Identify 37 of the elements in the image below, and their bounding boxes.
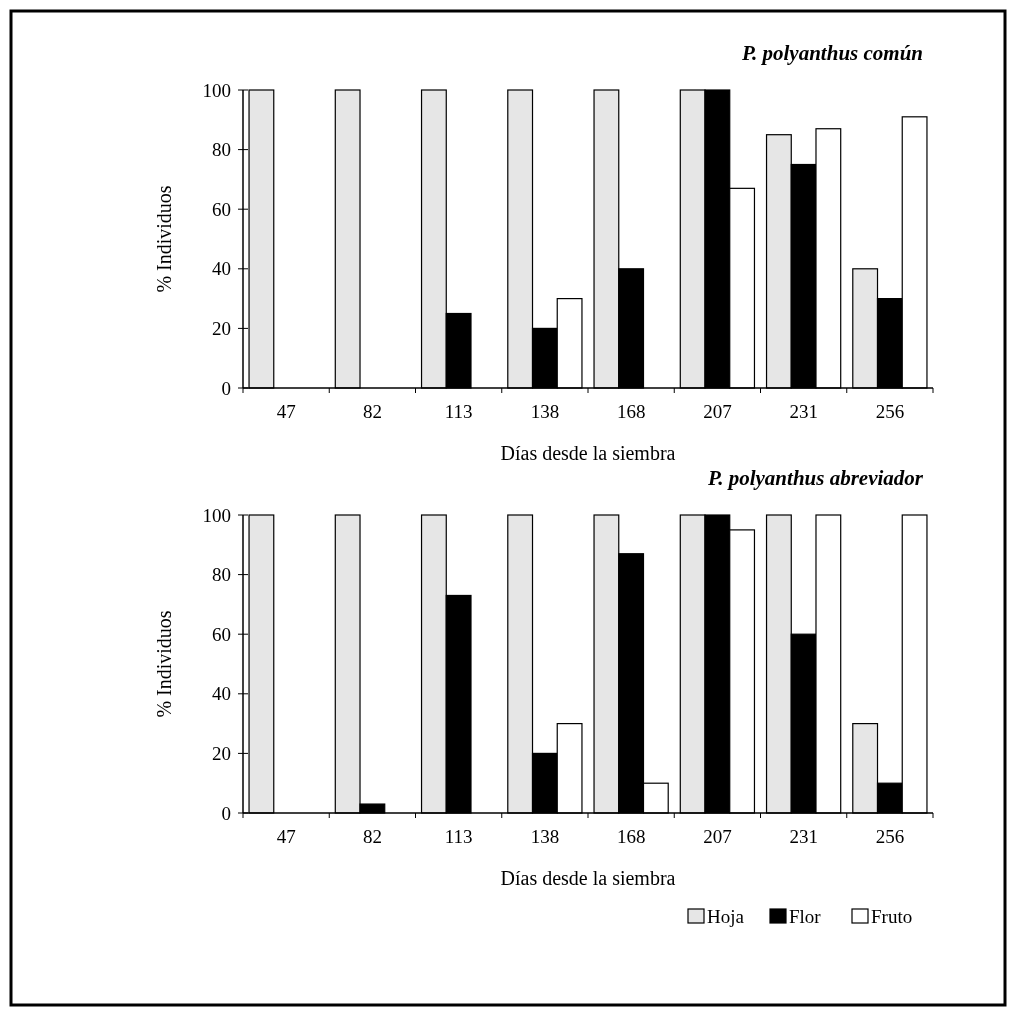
chart-title: P. polyanthus común [740, 41, 923, 65]
legend-label: Fruto [871, 906, 913, 927]
x-tick-label: 113 [444, 401, 473, 422]
x-tick-label: 138 [530, 401, 560, 422]
y-tick-label: 0 [221, 377, 231, 399]
y-tick-label: 100 [202, 79, 231, 101]
x-axis-title: Días desde la siembra [500, 867, 676, 889]
y-tick-label: 0 [221, 802, 231, 824]
y-tick-label: 40 [212, 683, 231, 705]
y-axis-title: % Individuos [153, 185, 175, 293]
x-axis-title: Días desde la siembra [500, 442, 676, 464]
x-tick-label: 82 [362, 826, 382, 847]
x-tick-label: 207 [703, 401, 732, 422]
x-tick-label: 47 [276, 401, 296, 422]
legend-label: Hoja [707, 906, 745, 927]
y-tick-label: 60 [212, 198, 231, 220]
x-tick-label: 47 [276, 826, 296, 847]
x-tick-label: 231 [789, 826, 818, 847]
x-tick-label: 256 [875, 826, 905, 847]
x-tick-label: 256 [875, 401, 905, 422]
y-tick-label: 40 [212, 258, 231, 280]
y-tick-label: 20 [212, 318, 231, 340]
y-tick-label: 20 [212, 743, 231, 765]
x-tick-label: 168 [616, 826, 646, 847]
x-tick-label: 231 [789, 401, 818, 422]
y-tick-label: 100 [202, 504, 231, 526]
y-axis-title: % Individuos [153, 610, 175, 718]
x-tick-label: 82 [362, 401, 382, 422]
x-tick-label: 138 [530, 826, 560, 847]
y-tick-label: 60 [212, 623, 231, 645]
legend-label: Flor [789, 906, 822, 927]
y-tick-label: 80 [212, 139, 231, 161]
y-tick-label: 80 [212, 564, 231, 586]
x-tick-label: 113 [444, 826, 473, 847]
x-tick-label: 168 [616, 401, 646, 422]
x-tick-label: 207 [703, 826, 732, 847]
chart-title: P. polyanthus abreviador [707, 466, 924, 490]
